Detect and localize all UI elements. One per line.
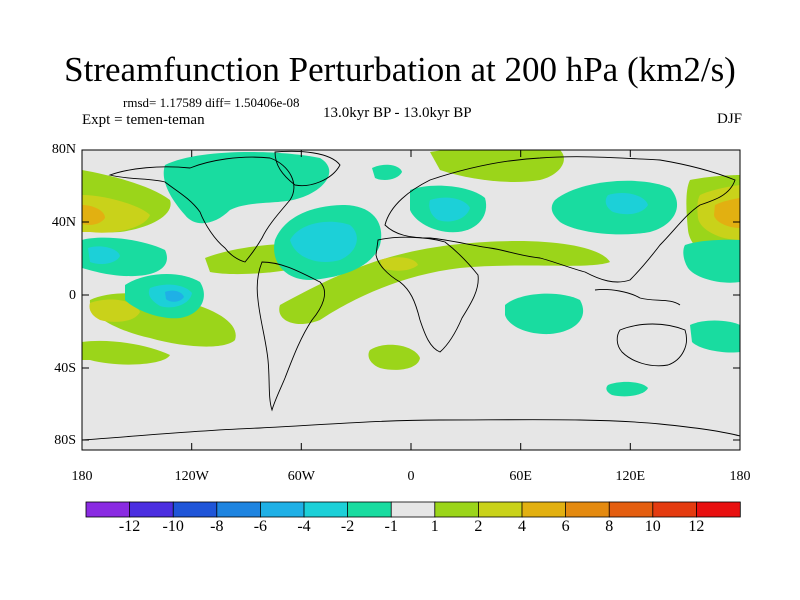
contour-region-neg2	[505, 293, 584, 335]
contour-region-neg4	[429, 197, 470, 222]
colorbar-tick-label: 4	[518, 518, 526, 535]
contour-fields	[82, 150, 740, 397]
colorbar-swatch	[521, 501, 567, 518]
colorbar-swatch	[129, 501, 174, 518]
contour-region-neg4	[605, 193, 648, 215]
contour-region-4	[82, 195, 150, 233]
colorbar-tick-label: -6	[253, 518, 268, 535]
contour-region-6	[82, 205, 105, 225]
colorbar	[85, 501, 741, 518]
contour-region-neg2	[372, 164, 402, 180]
colorbar-tick-label: 1	[430, 518, 439, 535]
colorbar-swatch	[477, 501, 523, 518]
lon-label-120w: 120W	[174, 469, 209, 484]
colorbar-tick-label: 12	[688, 518, 705, 535]
contour-region-2	[368, 344, 420, 370]
lat-label-0: 0	[69, 288, 76, 303]
lon-ticks	[81, 150, 631, 450]
lat-label-40n: 40N	[51, 215, 76, 230]
colorbar-tick-label: -8	[210, 518, 224, 535]
lon-label-60w: 60W	[287, 469, 315, 484]
coastline-north-america	[108, 156, 295, 263]
colorbar-tick-label: -4	[297, 518, 311, 535]
colorbar-swatch	[434, 501, 480, 518]
colorbar-tick-label: 2	[474, 518, 483, 535]
colorbar-tick-label: -1	[384, 518, 398, 535]
colorbar-tick-label: -12	[118, 518, 141, 535]
colorbar-swatch	[696, 501, 741, 518]
lat-label-80n: 80N	[51, 142, 76, 157]
experiment-label: Expt = temen-teman	[82, 112, 205, 128]
contour-region-6	[714, 198, 740, 228]
lat-label-80s: 80S	[54, 433, 76, 448]
plot-title: Streamfunction Perturbation at 200 hPa (…	[64, 50, 736, 89]
lon-label-180w: 180	[71, 469, 93, 484]
lon-label-180e: 180	[729, 469, 751, 484]
coastline-africa	[375, 236, 479, 353]
colorbar-swatch	[85, 501, 131, 518]
contour-region-neg2	[690, 320, 740, 353]
colorbar-swatch	[216, 501, 262, 518]
lon-label-60e: 60E	[509, 469, 532, 484]
contour-region-4	[380, 257, 418, 271]
contour-region-neg6	[165, 290, 184, 302]
stats-text: rmsd= 1.17589 diff= 1.50406e-08	[123, 95, 300, 110]
colorbar-swatch	[652, 501, 698, 518]
colorbar-tick-label: -2	[340, 518, 355, 535]
coastline-eurasia	[384, 156, 736, 283]
contour-region-4	[89, 299, 140, 322]
lat-label-40s: 40S	[54, 361, 76, 376]
contour-region-2	[430, 150, 564, 182]
coastline-greenland	[274, 150, 341, 187]
contour-region-neg2	[683, 239, 740, 283]
contour-region-neg4	[290, 221, 357, 262]
coastline-australia	[616, 323, 687, 367]
coastline-south-america	[256, 261, 325, 412]
colorbar-tick-label: 8	[605, 518, 614, 535]
colorbar-swatch	[172, 501, 218, 518]
coastline-southeast-asia	[594, 289, 681, 306]
lon-label-120e: 120E	[615, 469, 646, 484]
colorbar-tick-label: 6	[561, 518, 570, 535]
lat-ticks	[82, 149, 740, 441]
contour-region-neg2	[606, 381, 648, 397]
colorbar-swatch	[347, 501, 392, 518]
contour-region-neg4	[88, 246, 120, 264]
colorbar-swatch	[565, 501, 610, 518]
colorbar-tick-label: 10	[644, 518, 661, 535]
colorbar-tick-label: -10	[162, 518, 184, 535]
colorbar-swatch	[259, 501, 305, 518]
lon-label-0: 0	[407, 469, 415, 484]
colorbar-swatch	[303, 501, 349, 518]
season-label: DJF	[716, 111, 742, 127]
colorbar-swatch	[390, 501, 436, 518]
subtitle: 13.0kyr BP - 13.0kyr BP	[323, 105, 472, 121]
contour-region-2	[279, 241, 610, 325]
contour-region-2	[82, 340, 170, 365]
coastline-antarctica	[82, 419, 740, 441]
coastlines	[82, 150, 740, 441]
colorbar-swatch	[608, 501, 654, 518]
